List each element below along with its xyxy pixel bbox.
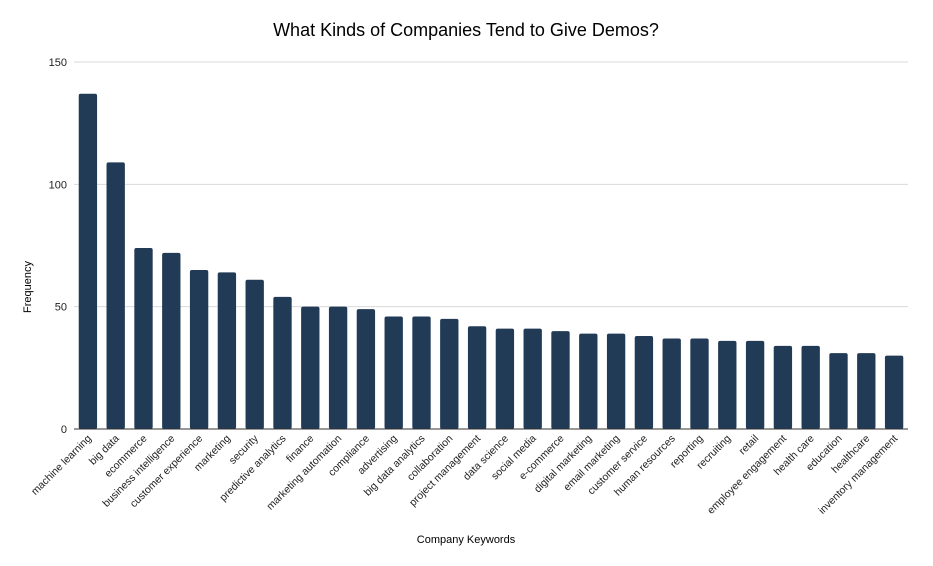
- bar: [662, 338, 681, 429]
- bar: [884, 355, 904, 429]
- bar: [523, 328, 542, 429]
- grid-layer: [74, 61, 908, 308]
- x-axis-label: Company Keywords: [417, 534, 516, 546]
- y-tick-labels: 0 50 100 150: [49, 57, 67, 436]
- bar: [773, 345, 793, 429]
- bars-layer: [78, 93, 904, 429]
- y-tick-label: 0: [61, 424, 67, 436]
- bar: [634, 336, 654, 429]
- bar: [162, 252, 181, 429]
- y-tick-label: 150: [49, 57, 67, 69]
- x-tick-label: retail: [737, 433, 762, 458]
- bar: [273, 296, 292, 429]
- bar: [440, 318, 459, 429]
- bar: [467, 326, 487, 429]
- bar: [106, 162, 125, 429]
- bar: [551, 331, 570, 429]
- bar: [718, 340, 737, 429]
- y-tick-label: 100: [49, 179, 67, 191]
- bar: [412, 316, 431, 429]
- bar: [857, 353, 876, 429]
- bar: [690, 338, 709, 429]
- chart-title: What Kinds of Companies Tend to Give Dem…: [273, 20, 659, 40]
- bar: [356, 309, 376, 429]
- bar: [829, 353, 848, 429]
- bar: [606, 333, 626, 429]
- bar: [245, 279, 264, 429]
- bar: [495, 328, 515, 429]
- bar: [134, 247, 153, 429]
- bar: [328, 306, 348, 429]
- bar: [384, 316, 403, 429]
- bar: [745, 340, 765, 429]
- bar: [217, 272, 237, 429]
- bar: [579, 333, 598, 429]
- y-axis-label: Frequency: [22, 261, 34, 313]
- bar: [801, 345, 820, 429]
- x-tick-label: machine learning: [29, 433, 94, 498]
- bar: [301, 306, 320, 429]
- y-tick-label: 50: [55, 302, 67, 314]
- bar: [189, 269, 209, 429]
- bar: [78, 93, 98, 429]
